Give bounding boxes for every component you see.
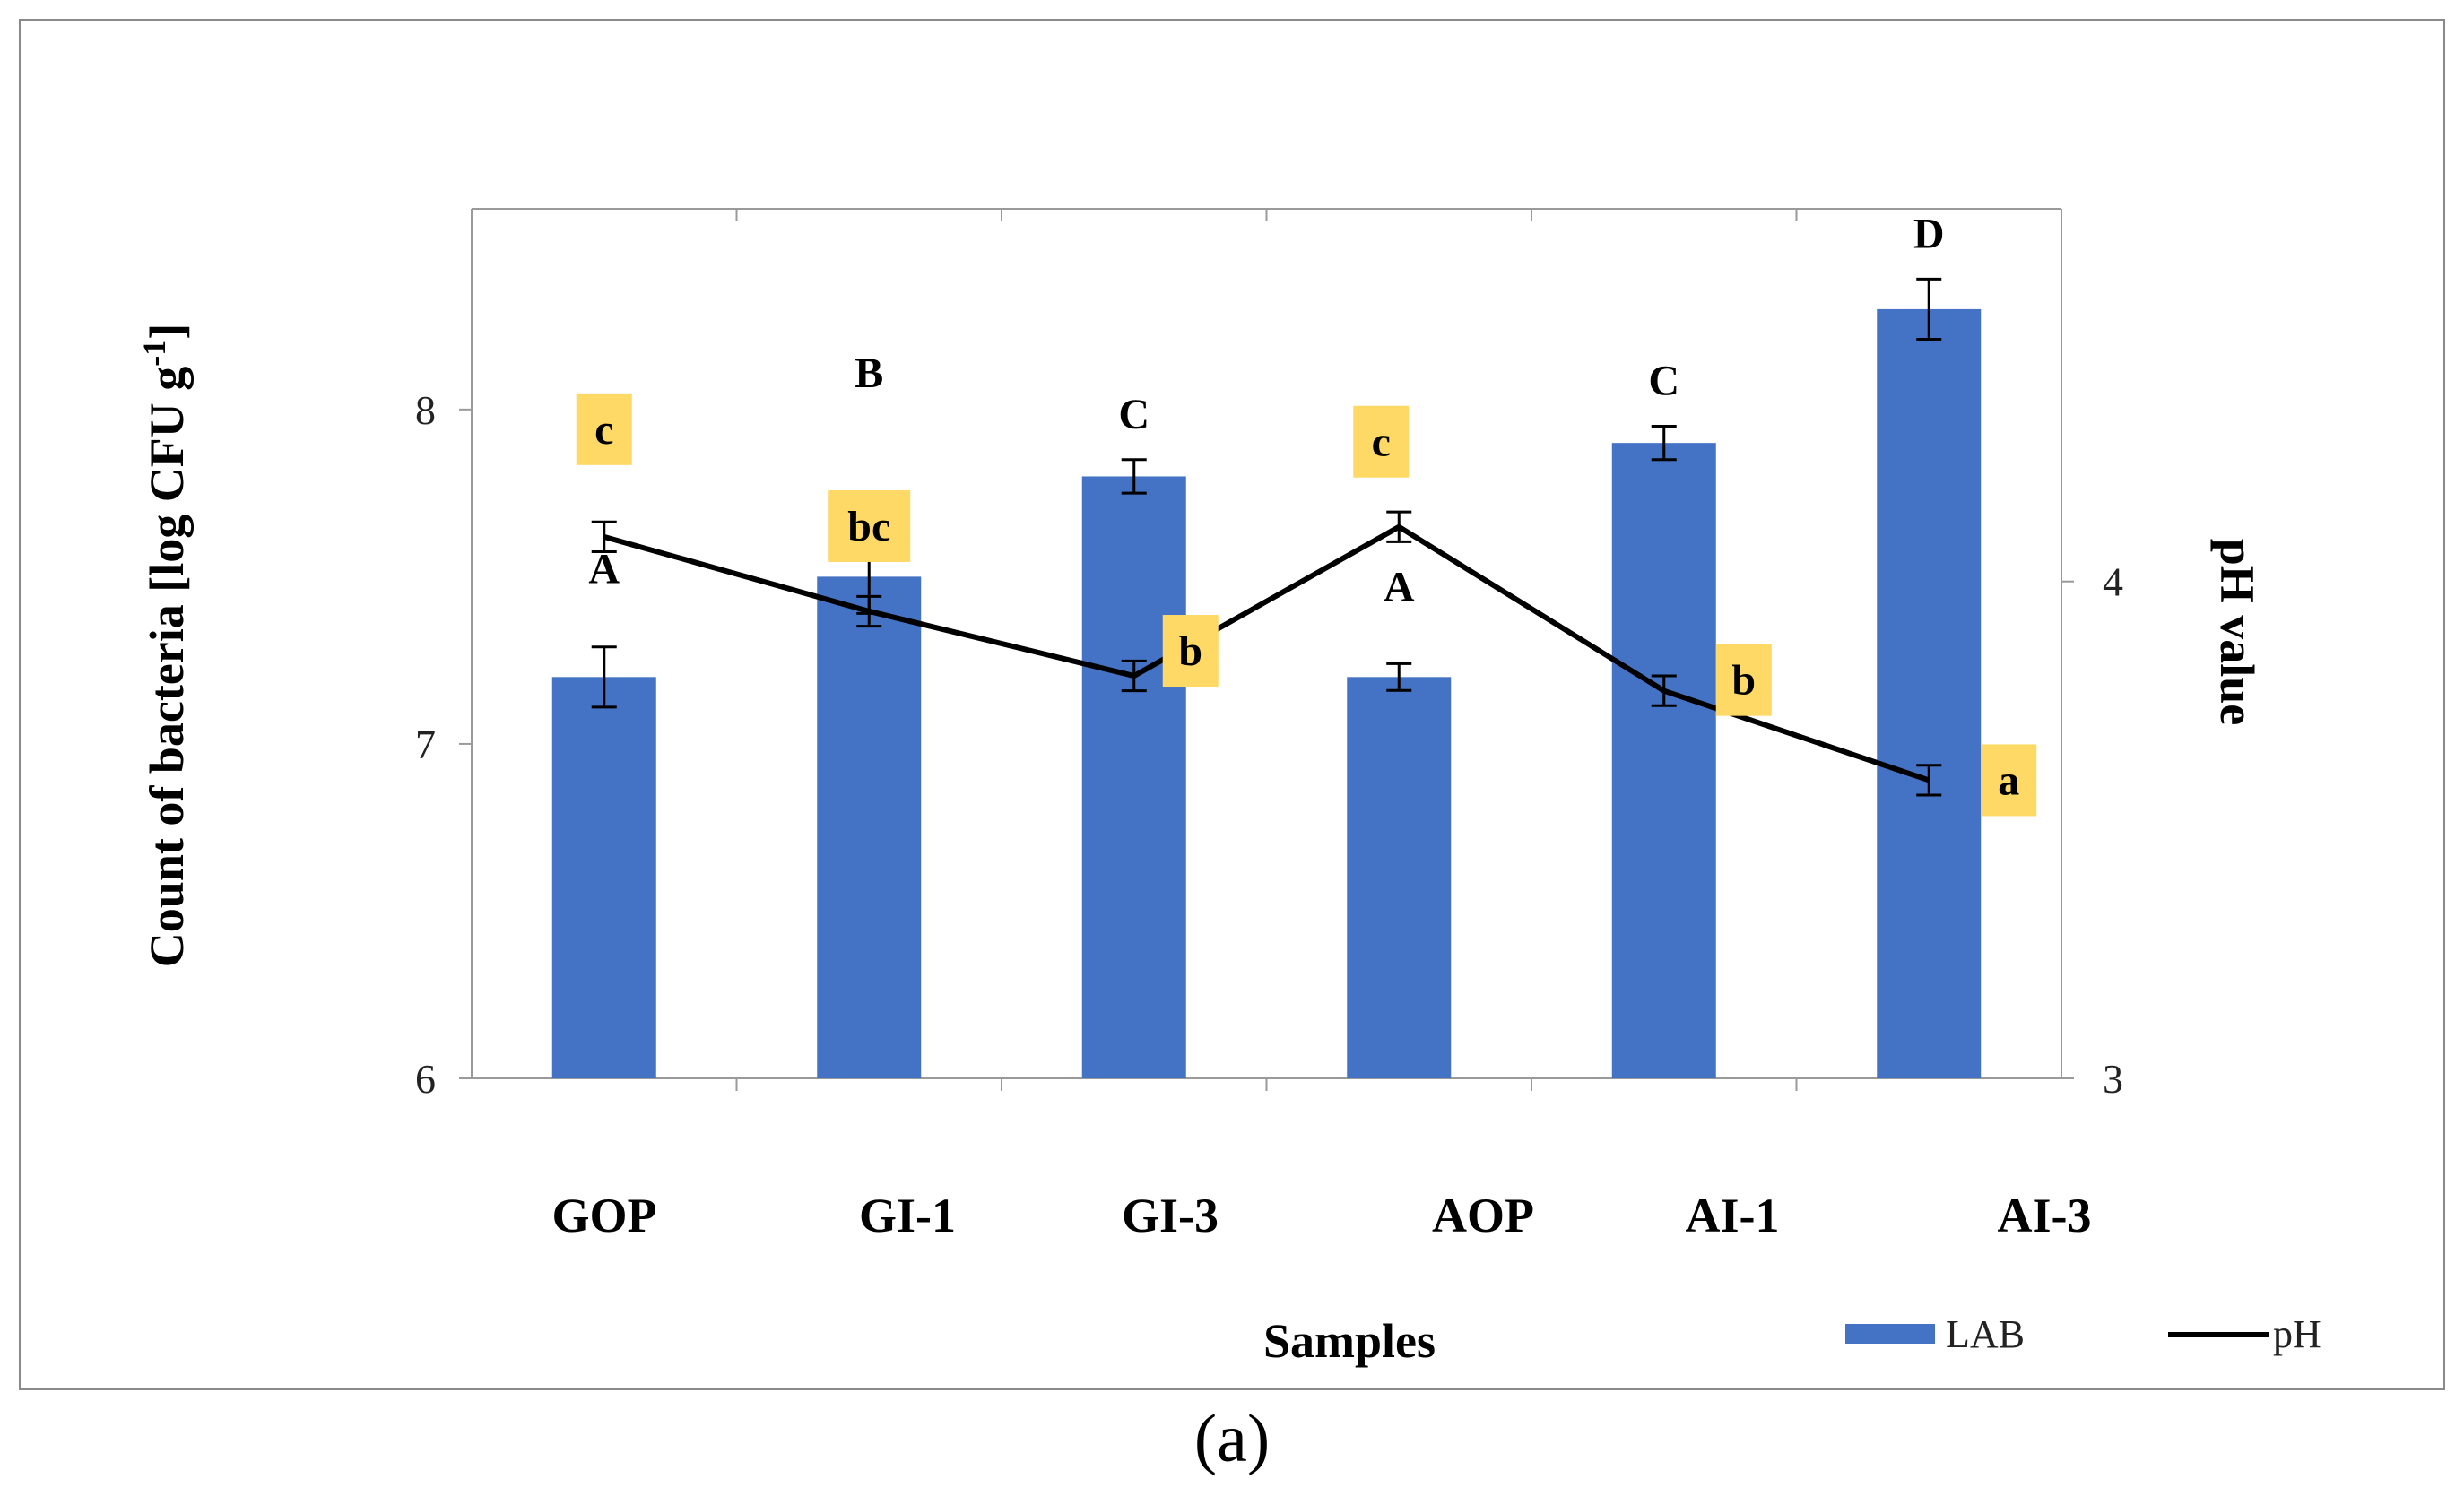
y-right-tick-label: 4 [2103,559,2123,605]
legend-lab-swatch [1845,1324,1935,1344]
ph-letter-AI-1: b [1731,657,1756,705]
ph-line [603,523,1930,783]
y-left-tick-label: 6 [415,1056,436,1102]
y-right-tick-label: 3 [2103,1056,2123,1102]
bar-GI-1 [817,576,922,1078]
ph-letter-GI-1: bc [847,503,890,550]
ph-letter-box [576,393,632,465]
y-left-axis-title-sup: -1 [136,340,172,367]
x-tick-label-AI-1: AI-1 [1686,1189,1780,1242]
ph-letter-AI-3: a [1998,757,2019,804]
bar-letter-GI-3: C [1118,391,1150,438]
y-right-axis-title: pH value [2210,539,2264,726]
ph-letter-box [1162,615,1219,688]
y-left-axis-title-main: Count of bacteria [log CFU g [140,367,194,967]
bar-GI-3 [1081,476,1186,1078]
bar-letter-GI-1: B [855,350,883,397]
bar-letter-AI-1: C [1648,358,1679,405]
bar-letter-AOP: A [1384,563,1415,610]
x-tick-label-GOP: GOP [552,1189,657,1242]
bar-GOP [551,677,656,1078]
bar-AI-1 [1611,443,1716,1079]
bar-AOP [1347,677,1452,1078]
x-tick-label-AI-3: AI-3 [1998,1189,2092,1242]
ph-letter-box [1353,405,1410,478]
chart-frame [19,19,2445,1390]
ph-letter-box [828,489,911,562]
ph-letter-AOP: c [1372,419,1391,466]
y-left-tick-label: 8 [415,387,436,433]
y-left-tick-label: 7 [415,722,436,767]
bar-AI-3 [1877,308,1982,1078]
ph-letter-GI-3: b [1178,627,1202,675]
panel-label-text: (a) [1193,1401,1271,1476]
x-tick-label-AOP: AOP [1432,1189,1534,1242]
ph-letter-GOP: c [594,406,613,454]
panel-label: (a) [0,1400,2464,1478]
y-left-axis-title: Count of bacteria [log CFU g-1] [136,324,194,967]
bar-letter-GOP: A [588,545,620,592]
ph-letter-box [1715,644,1772,716]
y-left-axis-title-end: ] [140,324,194,340]
bar-letter-AI-3: D [1913,210,1945,257]
x-tick-label-GI-3: GI-3 [1122,1189,1219,1242]
x-tick-label-GI-1: GI-1 [859,1189,956,1242]
legend-lab-label: LAB [1946,1312,2025,1356]
legend-ph-label: pH [2273,1312,2321,1356]
x-axis-title: Samples [1263,1314,1436,1368]
ph-letter-box [1981,744,2037,817]
